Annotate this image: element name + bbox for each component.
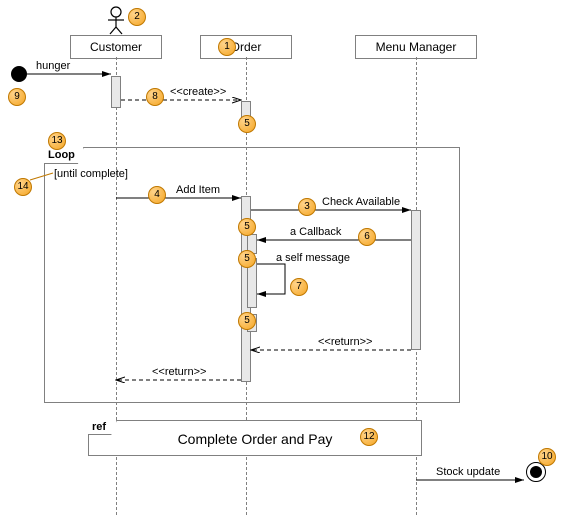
sequence-diagram-canvas: { "colors": { "line": "#808080", "text":…	[0, 0, 564, 519]
badge-3: 3	[298, 198, 316, 216]
msg-additem-label: Add Item	[176, 184, 220, 196]
badge-6: 6	[358, 228, 376, 246]
lifeline-customer-label: Customer	[90, 40, 142, 54]
badge-9: 9	[8, 88, 26, 106]
badge-10: 10	[538, 448, 556, 466]
lifeline-menu-header[interactable]: Menu Manager	[355, 35, 477, 59]
end-node-dot	[530, 466, 542, 478]
msg-callback-label: a Callback	[290, 226, 341, 238]
badge-5b: 5	[238, 218, 256, 236]
start-node	[11, 66, 27, 82]
msg-return2-label: <<return>>	[152, 366, 206, 378]
badge-13: 13	[48, 132, 66, 150]
loop-guard-label: [until complete]	[54, 168, 128, 180]
msg-stock-label: Stock update	[436, 466, 500, 478]
badge-8: 8	[146, 88, 164, 106]
msg-selfmsg-label: a self message	[276, 252, 350, 264]
activation-bar	[411, 210, 421, 350]
activation-bar	[111, 76, 121, 108]
msg-checkavail-label: Check Available	[322, 196, 400, 208]
lifeline-customer-header[interactable]: Customer	[70, 35, 162, 59]
lifeline-menu-label: Menu Manager	[376, 40, 457, 54]
badge-12: 12	[360, 428, 378, 446]
lifeline-order-header[interactable]: Order	[200, 35, 292, 59]
badge-14: 14	[14, 178, 32, 196]
badge-2: 2	[128, 8, 146, 26]
badge-5: 5	[238, 115, 256, 133]
msg-hunger-label: hunger	[36, 60, 70, 72]
badge-5c: 5	[238, 250, 256, 268]
badge-5d: 5	[238, 312, 256, 330]
badge-1: 1	[218, 38, 236, 56]
loop-frame-tag: Loop	[44, 147, 84, 164]
badge-4: 4	[148, 186, 166, 204]
msg-create-label: <<create>>	[170, 86, 226, 98]
badge-7: 7	[290, 278, 308, 296]
msg-return1-label: <<return>>	[318, 336, 372, 348]
